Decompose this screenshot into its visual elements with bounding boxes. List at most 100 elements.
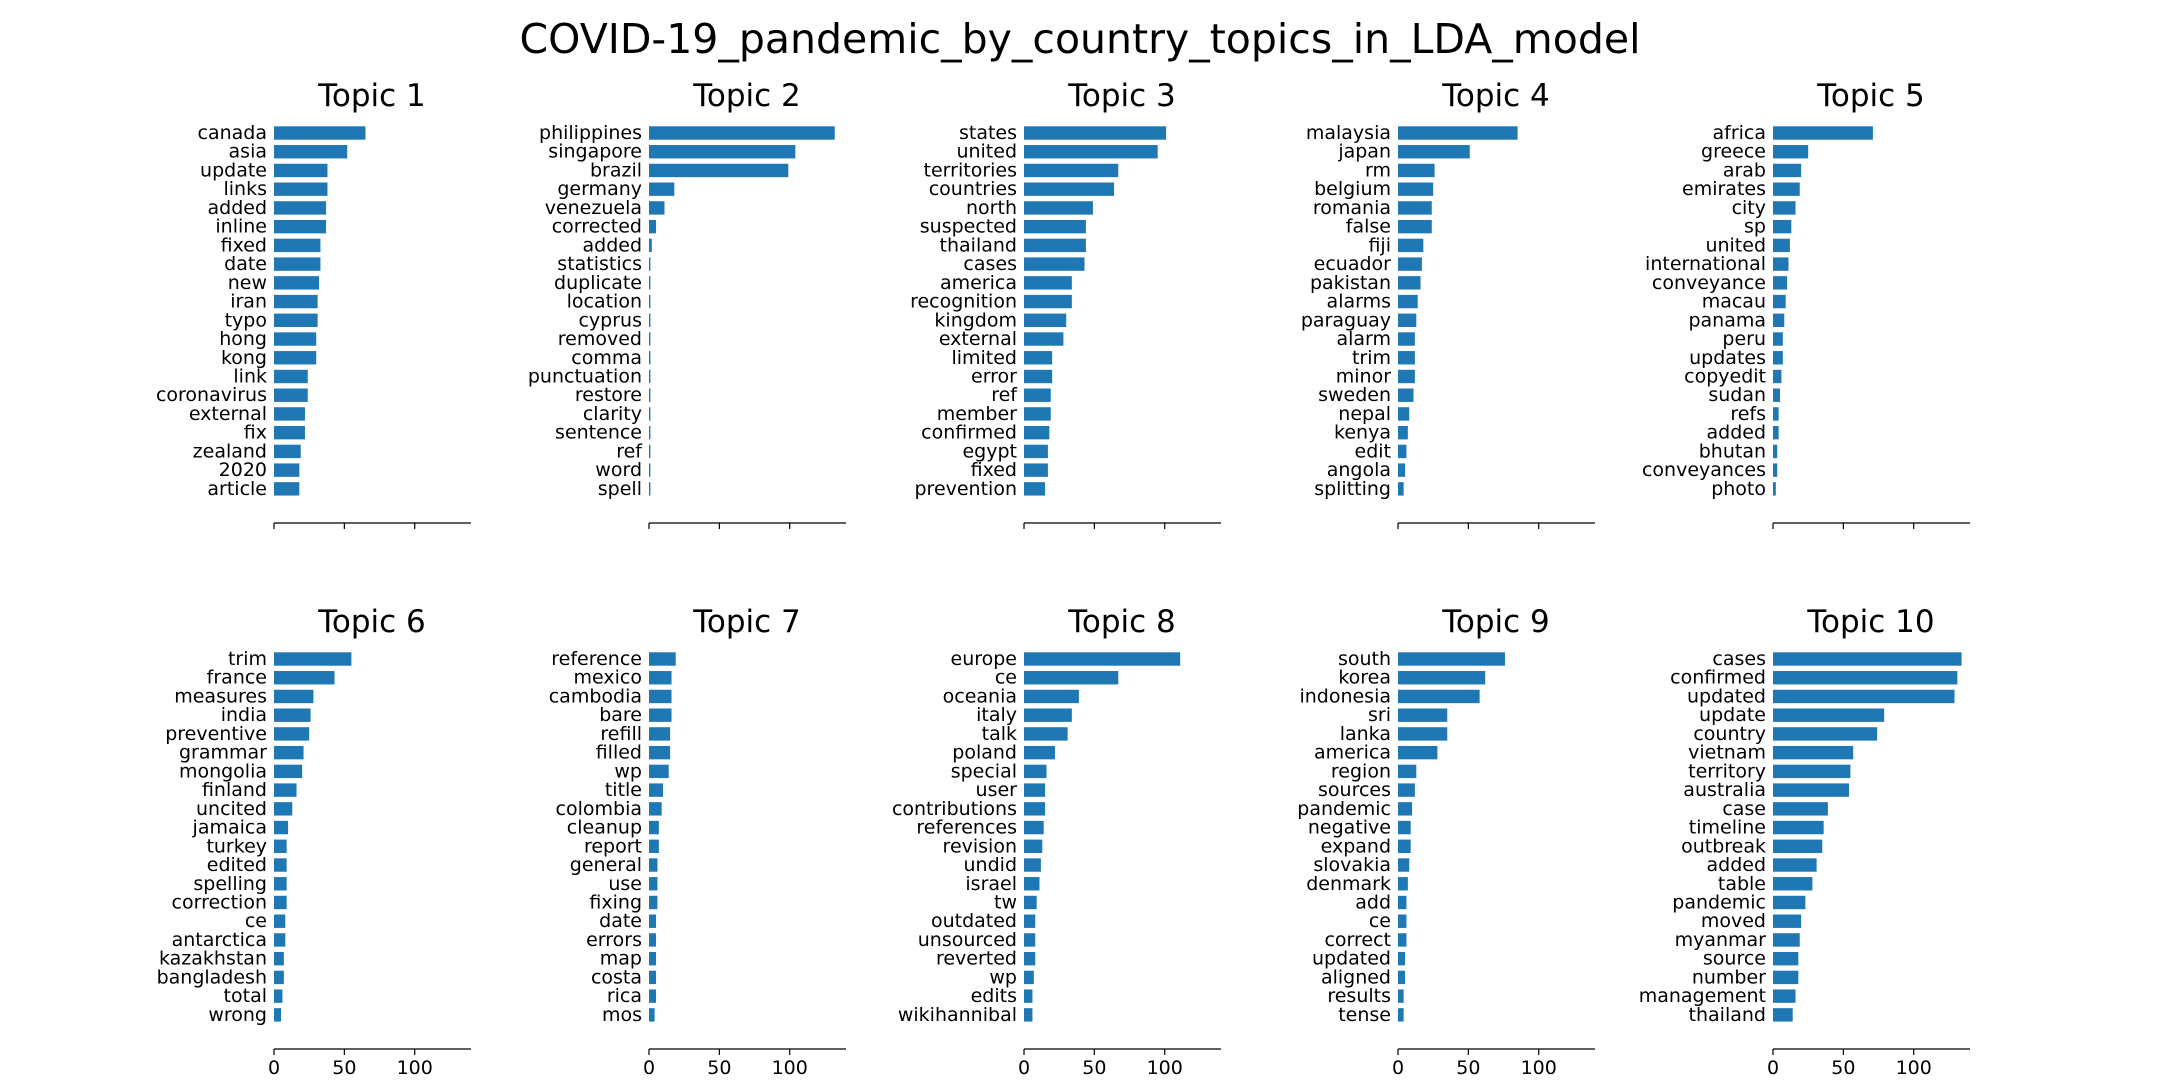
bar-restore	[649, 388, 651, 402]
category-label: copyedit	[1684, 365, 1766, 387]
category-label: external	[939, 328, 1017, 350]
category-label: corrected	[552, 216, 642, 238]
bar-oceania	[1024, 689, 1079, 704]
category-label: finland	[202, 779, 267, 801]
category-label: thailand	[1689, 1004, 1766, 1026]
bar-location	[649, 294, 651, 309]
category-label: international	[1645, 253, 1766, 275]
category-label: sources	[1318, 779, 1391, 801]
bar-territories	[1024, 163, 1119, 178]
category-label: kazakhstan	[159, 948, 267, 970]
bar-sri	[1398, 708, 1448, 722]
chart-title: COVID-19_pandemic_by_country_topics_in_L…	[520, 15, 1641, 63]
bar-general	[649, 858, 658, 872]
category-label: case	[1722, 798, 1766, 820]
category-label: conveyances	[1642, 459, 1766, 481]
bar-angola	[1398, 463, 1406, 477]
bar-sudan	[1773, 388, 1781, 402]
category-label: map	[600, 948, 642, 970]
category-label: outdated	[931, 910, 1017, 932]
category-label: prevention	[914, 478, 1017, 500]
category-label: sp	[1744, 216, 1766, 238]
bar-finland	[274, 783, 297, 797]
category-label: macau	[1702, 291, 1766, 313]
category-label: moved	[1701, 910, 1766, 932]
bar-grammar	[274, 745, 304, 760]
category-label: fix	[244, 422, 267, 444]
bar-references	[1024, 820, 1044, 835]
bar-pandemic	[1773, 895, 1806, 910]
bar-united	[1024, 145, 1158, 159]
bar-management	[1773, 989, 1796, 1003]
bar-poland	[1024, 745, 1055, 760]
bar-denmark	[1398, 877, 1408, 891]
category-label: total	[224, 985, 267, 1007]
bar-iran	[274, 294, 318, 309]
category-label: filled	[596, 742, 642, 764]
category-label: references	[916, 817, 1017, 839]
category-label: america	[1314, 742, 1391, 764]
bar-ref	[1024, 388, 1051, 402]
bar-arab	[1773, 163, 1802, 178]
category-label: typo	[225, 309, 267, 331]
bar-updated	[1773, 689, 1955, 704]
subplot-title: Topic 9	[1441, 604, 1550, 640]
bar-ce	[1024, 671, 1119, 685]
category-label: asia	[229, 141, 267, 163]
bar-measures	[274, 689, 314, 704]
bar-india	[274, 708, 311, 722]
category-label: kong	[221, 347, 267, 369]
bar-case	[1773, 802, 1828, 816]
category-label: nepal	[1338, 403, 1391, 425]
category-label: confirmed	[921, 422, 1017, 444]
bar-kazakhstan	[274, 951, 284, 966]
bar-jamaica	[274, 820, 289, 835]
bar-map	[649, 951, 657, 966]
category-label: city	[1732, 197, 1766, 219]
category-label: peru	[1722, 328, 1766, 350]
category-label: emirates	[1682, 178, 1766, 200]
category-label: ce	[245, 910, 267, 932]
category-label: false	[1346, 216, 1391, 238]
bar-panama	[1773, 313, 1785, 327]
bar-france	[274, 671, 335, 685]
subplot-topic-6: Topic 6 trimfrancemeasuresindiapreventive…	[157, 604, 471, 1079]
bar-alarm	[1398, 332, 1415, 346]
category-label: denmark	[1306, 873, 1391, 895]
bar-uncited	[274, 802, 293, 816]
category-label: outbreak	[1681, 835, 1766, 857]
bar-malaysia	[1398, 126, 1518, 140]
category-label: pakistan	[1310, 272, 1391, 294]
bar-outdated	[1024, 914, 1036, 928]
bar-duplicate	[649, 276, 651, 290]
category-label: use	[608, 873, 642, 895]
category-label: spell	[598, 478, 642, 500]
category-label: recognition	[910, 291, 1017, 313]
bar-ce	[1398, 914, 1407, 928]
bar-punctuation	[649, 369, 651, 384]
category-label: suspected	[920, 216, 1017, 238]
bar-slovakia	[1398, 858, 1410, 872]
subplot-title: Topic 2	[692, 78, 801, 114]
bar-spelling	[274, 877, 287, 891]
category-label: kenya	[1334, 422, 1391, 444]
bar-cases	[1024, 257, 1085, 271]
bar-alarms	[1398, 294, 1418, 309]
category-label: angola	[1327, 459, 1391, 481]
x-tick-label: 100	[1147, 1057, 1183, 1079]
bar-territory	[1773, 764, 1851, 779]
category-label: israel	[965, 873, 1017, 895]
bar-copyedit	[1773, 369, 1782, 384]
category-label: region	[1331, 760, 1391, 782]
bar-fix	[274, 425, 305, 440]
category-label: country	[1693, 723, 1766, 745]
x-tick-label: 0	[643, 1057, 655, 1079]
category-label: costa	[591, 966, 642, 988]
category-label: correction	[172, 891, 267, 913]
category-label: trim	[1352, 347, 1391, 369]
bar-rica	[649, 989, 657, 1003]
x-tick-label: 0	[1767, 1057, 1779, 1079]
subplot-topic-4: Topic 4 malaysiajapanrmbelgiumromaniafals…	[1301, 78, 1595, 529]
category-label: states	[959, 122, 1017, 144]
